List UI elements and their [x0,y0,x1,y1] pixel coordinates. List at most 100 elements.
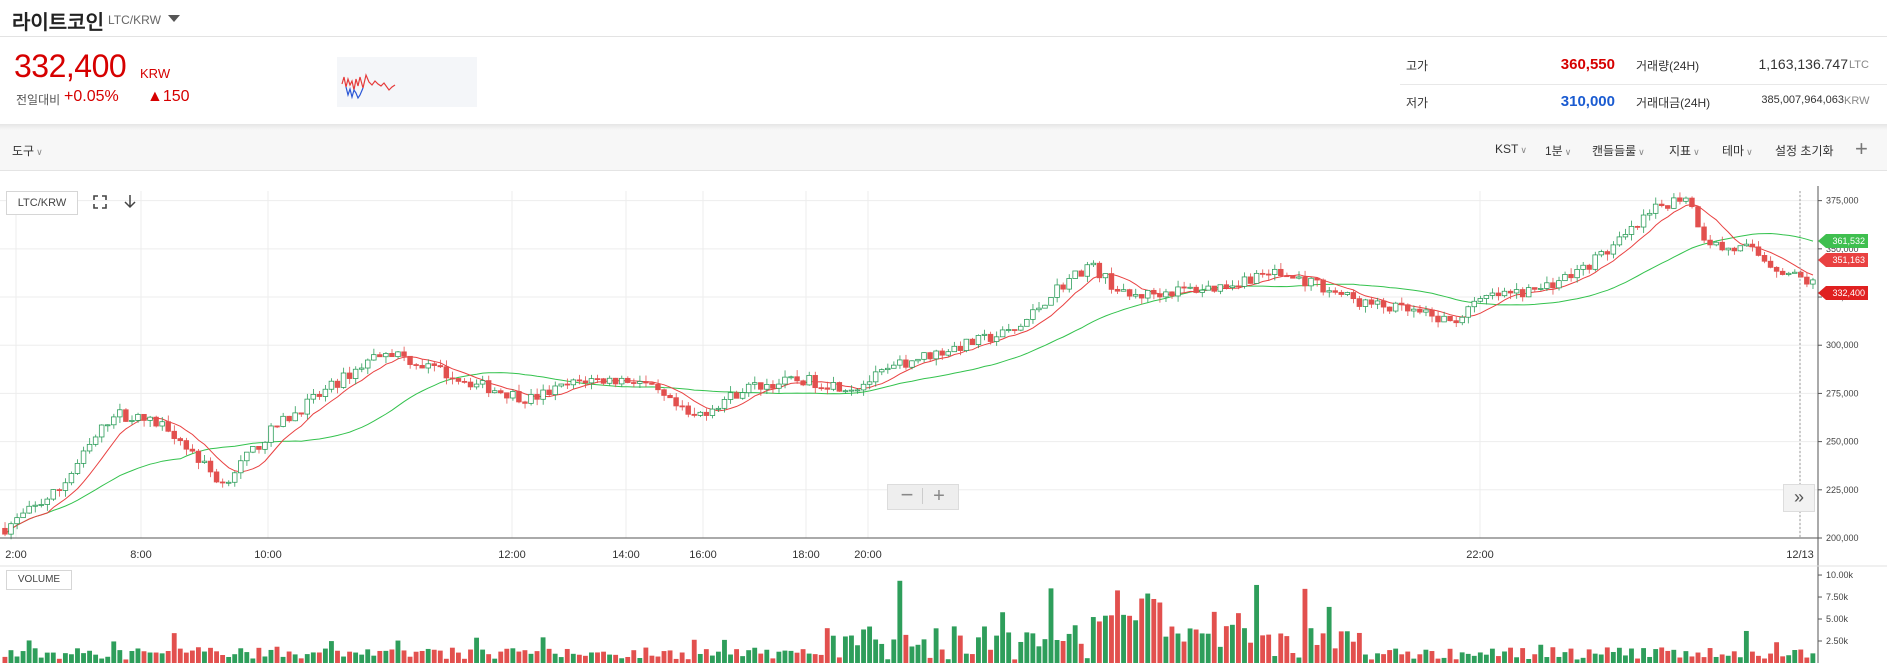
volume-bar [1786,655,1792,663]
volume-bar [703,649,709,663]
zoom-out-button[interactable]: − [900,482,914,507]
volume-bar [1302,588,1308,663]
candle-body [1737,245,1744,252]
candle-body [286,415,292,422]
candle-body [1616,236,1623,246]
zoom-in-button[interactable]: + [933,485,945,507]
volume-bar [806,653,812,663]
candle-body [1132,294,1139,297]
candle-body [256,446,262,450]
candle-body [1507,290,1514,294]
volume-bar [1471,655,1477,663]
chart-type-menu[interactable]: 캔들들룰 ∨ [1592,142,1645,159]
change-amount: ▲150 [147,88,190,105]
volume-bar [1254,584,1260,663]
download-icon[interactable] [123,194,137,210]
tools-menu[interactable]: 도구 ∨ [12,142,43,159]
volume-bar [165,651,171,663]
candle-body [56,489,63,492]
volume-bar [1090,617,1096,663]
volume-bar [1242,628,1247,663]
volume-bar [32,648,38,663]
volume-bar [1151,598,1157,663]
candle-body [715,407,722,410]
volume-bar [274,646,280,663]
chart-pair-label: LTC/KRW [6,191,78,215]
indicator-menu[interactable]: 지표 ∨ [1669,142,1700,159]
volume-bar [1096,621,1102,663]
candle-body [721,399,728,409]
scroll-to-latest-button[interactable]: » [1783,484,1815,512]
reset-settings-button[interactable]: 설정 초기화 [1775,144,1834,158]
candle-body [74,462,81,474]
candle-body [860,383,867,391]
price-unit: KRW [140,66,171,81]
candle-body [951,345,957,353]
theme-menu[interactable]: 테마 ∨ [1722,142,1753,159]
candle-body [818,387,824,390]
candle-body [1749,243,1756,248]
volume-bar [1762,658,1767,663]
volume-bar [1060,640,1066,663]
volume-bar [939,649,945,663]
interval-menu[interactable]: 1분 ∨ [1545,142,1571,159]
add-icon[interactable]: + [1855,136,1868,161]
candle-body [1785,272,1792,275]
candle-body [1640,214,1647,228]
volume-bar [1774,642,1780,663]
candle-body [189,448,196,452]
candle-body [885,367,891,371]
volume-bar [171,633,177,663]
volume-bar [1514,657,1520,663]
volume-bar [1544,657,1550,663]
candle-body [44,498,50,505]
volume-bar [208,647,213,663]
time-tick-label: 20:00 [854,549,882,561]
timezone-menu[interactable]: KST ∨ [1495,142,1527,156]
candle-body [915,358,921,362]
candle-body [80,450,87,464]
candle-body [1562,274,1568,282]
volume-tick-label: 7.50k [1826,592,1849,602]
volume-bar [1356,632,1362,663]
volume-bar [310,652,316,663]
volume-bar [1810,653,1816,663]
fullscreen-icon[interactable] [93,195,107,209]
candle-body [268,425,274,443]
volume-bar [1550,647,1556,663]
candle-body [679,405,685,408]
candle-body [316,394,323,397]
volume-bar [492,658,498,663]
price-chart[interactable]: 375,000350,000325,000300,000275,000250,0… [0,171,1887,665]
candle-body [1392,302,1399,312]
candle-body [1018,325,1024,331]
candle-body [1755,246,1762,256]
volume-bar [927,657,933,663]
candle-body [794,376,800,382]
candle-body [195,450,202,463]
volume-bar [1290,653,1296,663]
candle-body [1241,276,1248,287]
candle-body [1302,276,1308,287]
candle-body [522,401,528,404]
candle-body [1532,287,1538,290]
candle-body [546,389,552,396]
candle-body [764,384,770,390]
candle-body [1519,289,1526,298]
chart-toolbar [0,130,1887,171]
candle-body [1725,247,1731,251]
candle-body [1804,276,1810,285]
candle-body [570,379,577,386]
volume-bar [1502,651,1507,663]
candle-body [1084,264,1091,277]
chevron-down-icon: ∨ [1693,147,1700,157]
volume-bar [1109,615,1114,663]
volume-bar [1411,658,1417,663]
candle-body [395,351,401,358]
price-tick-label: 200,000 [1826,533,1859,543]
caret-down-icon[interactable] [168,15,180,22]
volume-bar [177,648,183,663]
volume-bar [1145,593,1151,663]
volume-bar [764,649,770,663]
coin-pair-selector[interactable]: LTC/KRW [108,13,161,27]
